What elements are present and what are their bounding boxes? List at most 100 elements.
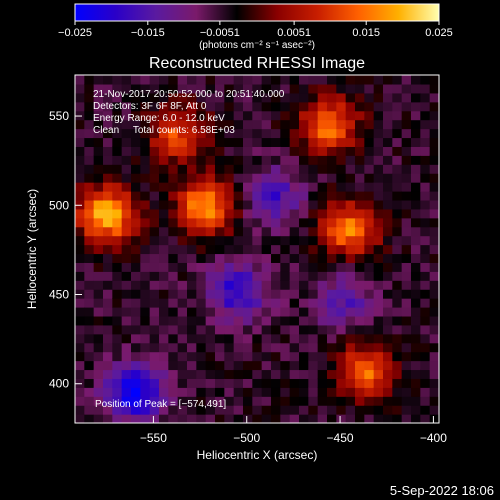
heatmap-cell (159, 253, 169, 263)
heatmap-cell (131, 289, 141, 299)
heatmap-cell (336, 244, 347, 255)
heatmap-cell (261, 110, 272, 121)
heatmap-cell (103, 155, 113, 165)
info-block: 21-Nov-2017 20:50:52.000 to 20:51:40.000… (93, 89, 285, 136)
heatmap-cell (355, 101, 365, 112)
heatmap-cell (159, 244, 169, 255)
heatmap-cell (233, 396, 244, 406)
heatmap-cell (252, 244, 263, 255)
heatmap-cell (168, 119, 179, 130)
info-line-energy: Energy Range: 6.0 - 12.0 keV (93, 113, 225, 124)
heatmap-cell (196, 119, 207, 130)
heatmap-cell (392, 119, 403, 130)
heatmap-cell (168, 405, 179, 415)
heatmap-cell (401, 155, 412, 165)
heatmap-cell (420, 315, 431, 326)
heatmap-cell (327, 173, 337, 183)
heatmap-cell (159, 324, 169, 335)
heatmap-cell (429, 92, 439, 103)
heatmap-cell (392, 137, 403, 147)
heatmap-cell (224, 360, 235, 371)
heatmap-cell (327, 244, 337, 255)
heatmap-cell (317, 324, 328, 335)
heatmap-cell (112, 119, 123, 130)
heatmap-cell (345, 119, 356, 130)
heatmap-cell (308, 75, 319, 85)
heatmap-cell (261, 217, 272, 228)
heatmap-cell (336, 208, 347, 219)
heatmap-cell (317, 289, 328, 299)
heatmap-cell (187, 369, 197, 379)
heatmap-cell (75, 128, 85, 139)
heatmap-cell (215, 298, 225, 308)
heatmap-cell (411, 253, 421, 263)
heatmap-cell (364, 315, 375, 326)
heatmap-cell (336, 119, 347, 130)
heatmap-cell (383, 155, 393, 165)
heatmap-cell (121, 191, 132, 201)
y-axis-label: Heliocentric Y (arcsec) (25, 189, 39, 309)
heatmap-cell (373, 146, 384, 156)
heatmap-cell (159, 110, 169, 121)
heatmap-cell (243, 244, 253, 255)
heatmap-cell (401, 146, 412, 156)
heatmap-cell (121, 83, 132, 94)
heatmap-cell (401, 405, 412, 415)
heatmap-cell (177, 199, 188, 210)
heatmap-cell (140, 146, 151, 156)
heatmap-cell (93, 369, 104, 379)
heatmap-cell (420, 414, 431, 423)
heatmap-cell (103, 173, 113, 183)
heatmap-cell (93, 307, 104, 317)
heatmap-cell (121, 137, 132, 147)
heatmap-cell (233, 253, 244, 263)
heatmap-cell (429, 342, 439, 353)
heatmap-cell (252, 137, 263, 147)
heatmap-cell (336, 262, 347, 272)
heatmap-cell (140, 110, 151, 121)
heatmap-cell (327, 75, 337, 85)
heatmap-cell (140, 351, 151, 362)
heatmap-cell (364, 191, 375, 201)
heatmap-cell (383, 271, 393, 281)
heatmap-cell (224, 387, 235, 397)
heatmap-cell (93, 324, 104, 335)
heatmap-cell (392, 333, 403, 344)
heatmap-cell (289, 92, 300, 103)
heatmap-cell (317, 235, 328, 246)
peak-position-label: Position of Peak = [−574,491] (95, 399, 226, 410)
heatmap-cell (168, 351, 179, 362)
heatmap-cell (196, 244, 207, 255)
heatmap-cell (159, 342, 169, 353)
heatmap-cell (308, 199, 319, 210)
heatmap-cell (280, 289, 291, 299)
heatmap-cell (299, 369, 309, 379)
heatmap-cell (345, 324, 356, 335)
heatmap-cell (177, 155, 188, 165)
heatmap-cell (131, 226, 141, 237)
heatmap-cell (252, 83, 263, 94)
heatmap-cell (103, 324, 113, 335)
heatmap-cell (261, 342, 272, 353)
heatmap-cell (392, 360, 403, 371)
heatmap-cell (289, 173, 300, 183)
heatmap-cell (140, 360, 151, 371)
heatmap-cell (383, 191, 393, 201)
heatmap-cell (159, 369, 169, 379)
heatmap-cell (112, 146, 123, 156)
heatmap-cell (75, 101, 85, 112)
heatmap-cell (327, 289, 337, 299)
heatmap-cell (103, 333, 113, 344)
heatmap-cell (336, 101, 347, 112)
heatmap-cell (401, 92, 412, 103)
heatmap-cell (243, 360, 253, 371)
heatmap-cell (373, 378, 384, 388)
heatmap-cell (317, 253, 328, 263)
heatmap-cell (420, 75, 431, 85)
heatmap-cell (149, 351, 160, 362)
heatmap-cell (187, 110, 197, 121)
heatmap-cell (392, 110, 403, 121)
heatmap-cell (364, 182, 375, 192)
colorbar: −0.025 −0.015 −0.0051 0.0051 0.015 0.025 (pho… (58, 3, 453, 51)
heatmap-cell (411, 173, 421, 183)
